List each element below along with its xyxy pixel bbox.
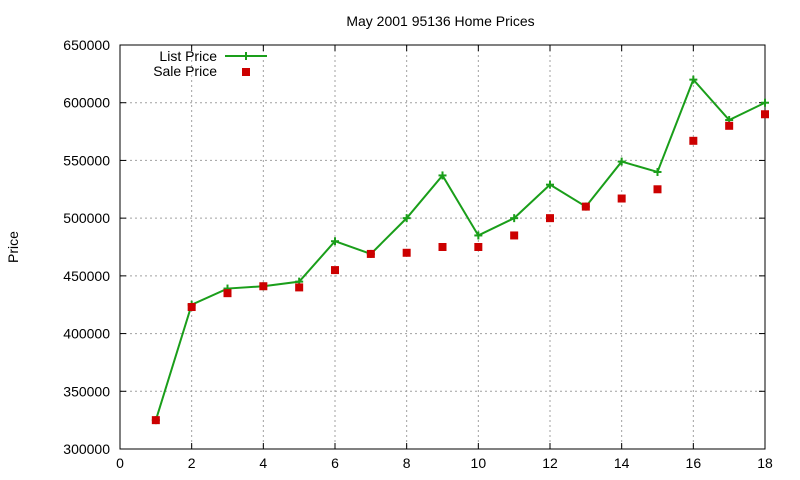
sale-price-point [295,283,304,292]
list-price-point [331,237,339,246]
sale-price-point [761,110,769,119]
legend: List Price Sale Price [153,48,267,79]
series-line-list-price [154,77,766,421]
sale-price-point [223,289,232,298]
list-price-point [689,75,698,84]
list-price-point [546,180,554,189]
sale-price-point [510,231,519,240]
legend-marker-list-price [242,52,250,60]
grid-layer [120,45,765,449]
y-tick-label: 600000 [63,95,110,111]
list-price-point [761,98,769,107]
x-tick-label: 12 [542,455,558,471]
x-tick-label: 18 [757,455,773,471]
x-tick-label: 0 [116,455,124,471]
y-tick-label: 350000 [63,383,110,399]
sale-price-point [151,416,160,425]
y-axis-label: Price [5,231,21,263]
x-tick-label: 4 [259,455,267,471]
list-price-point [653,167,662,176]
sale-price-point [653,185,662,194]
x-tick-label: 2 [188,455,196,471]
sale-price-point [581,202,590,211]
x-tick-label: 10 [471,455,487,471]
y-tick-label: 550000 [63,152,110,168]
y-tick-label: 400000 [63,326,110,342]
sale-price-point [438,243,447,251]
sale-price-point [474,243,483,251]
y-tick-label: 300000 [63,441,110,457]
x-tick-label: 8 [403,455,411,471]
list-price-point [438,171,447,180]
x-tick-label: 14 [614,455,630,471]
sale-price-point [187,303,196,312]
series-layer [151,75,769,425]
y-tick-label: 450000 [63,268,110,284]
sale-price-point [617,194,626,203]
x-tick-label: 16 [686,455,702,471]
y-tick-label: 650000 [63,37,110,53]
list-price-point [617,157,626,166]
plot-frame [119,44,766,450]
sale-price-point [402,248,411,257]
sale-price-point [259,282,268,291]
list-price-point [402,214,411,223]
legend-swatch-sale-price [242,68,250,76]
legend-label-list-price: List Price [159,48,217,64]
sale-price-point [331,266,339,275]
list-price-point [510,214,519,223]
sale-price-point [546,214,554,223]
legend-label-sale-price: Sale Price [153,63,217,79]
y-tick-label: 500000 [63,210,110,226]
sale-price-point [725,121,734,130]
sale-price-point [366,249,375,258]
x-tick-label: 6 [331,455,339,471]
list-price-point [474,231,483,240]
chart-title: May 2001 95136 Home Prices [346,13,534,29]
sale-price-point [689,136,698,145]
tick-layer: 0 2 4 6 8 10 12 14 16 18 300000 350000 400000 450000 5… [63,37,773,471]
